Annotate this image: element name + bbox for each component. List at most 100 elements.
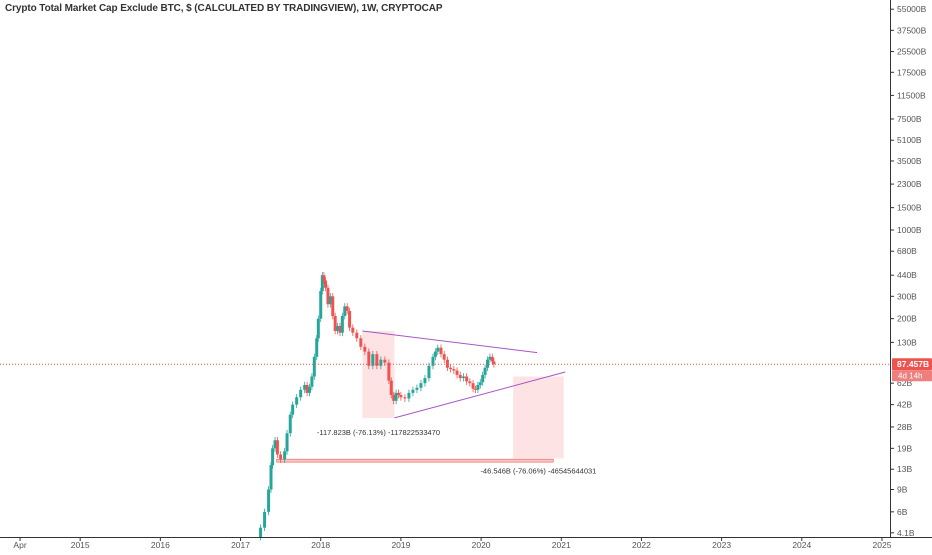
- candle-body: [488, 356, 492, 360]
- candle-body: [383, 359, 387, 363]
- candle-body: [481, 374, 485, 383]
- candle-body: [468, 381, 472, 384]
- y-tick-label: 17500B: [897, 67, 927, 77]
- candle-body: [326, 287, 330, 305]
- candle-body: [299, 389, 303, 398]
- candle-body: [399, 395, 403, 398]
- y-tick-label: 42B: [897, 400, 912, 410]
- candle-body: [269, 465, 273, 490]
- x-tick-label: 2020: [472, 540, 491, 550]
- y-tick-label: 7500B: [897, 114, 922, 124]
- candle-body: [324, 280, 328, 288]
- candle-body: [371, 354, 375, 366]
- countdown-tag: [892, 370, 932, 382]
- measure-box-2: [513, 376, 564, 459]
- candle-body: [312, 356, 316, 377]
- y-tick-label: 1500B: [897, 203, 922, 213]
- candle-body: [431, 356, 435, 366]
- candle-body: [345, 306, 349, 311]
- candle-body: [322, 275, 326, 281]
- candle-body: [407, 392, 411, 399]
- candle-body: [279, 454, 283, 460]
- x-tick-label: 2023: [712, 540, 731, 550]
- y-tick-label: 3500B: [897, 156, 922, 166]
- trend-line-2: [394, 371, 566, 419]
- candle-body: [336, 326, 340, 331]
- candle-body: [328, 296, 332, 305]
- candle-body: [396, 392, 400, 396]
- candle-body: [492, 361, 496, 365]
- x-tick-label: 2024: [792, 540, 811, 550]
- candle-body: [478, 382, 482, 385]
- candle-body: [394, 392, 398, 401]
- candle-body: [445, 359, 449, 368]
- candle-body: [367, 351, 371, 366]
- y-tick-label: 19B: [897, 443, 912, 453]
- x-tick-label: 2019: [391, 540, 410, 550]
- y-tick-label: 11500B: [897, 90, 926, 100]
- candle-body: [338, 326, 342, 333]
- trend-line-1: [362, 330, 538, 354]
- candle-body: [471, 383, 475, 389]
- annotation-labels: -117.823B (-76.13%) -117822533470 -46.546…: [317, 428, 596, 476]
- y-tick-label: 1000B: [897, 225, 922, 235]
- y-tick-label: 300B: [897, 291, 917, 301]
- candle-body: [320, 275, 324, 292]
- y-tick-label: 37500B: [897, 25, 927, 35]
- candle-body: [439, 347, 443, 355]
- y-tick-label: 200B: [897, 314, 917, 324]
- candle-body: [465, 376, 469, 382]
- candle-body: [490, 356, 494, 362]
- candle-body: [476, 384, 480, 390]
- candle-body: [263, 511, 267, 528]
- x-tick-label: 2016: [151, 540, 170, 550]
- y-tick-label: 130B: [897, 337, 917, 347]
- candle-body: [273, 440, 277, 449]
- candle-body: [283, 451, 287, 460]
- x-tick-label: 2022: [632, 540, 651, 550]
- y-tick-label: 440B: [897, 270, 917, 280]
- y-tick-label: 55000B: [897, 4, 927, 14]
- y-tick-label: 6B: [897, 507, 908, 517]
- price-series: [259, 271, 496, 541]
- candle-body: [333, 315, 337, 331]
- candle-body: [392, 395, 396, 401]
- measure-boxes: [276, 330, 564, 463]
- y-tick-label: 13B: [897, 464, 912, 474]
- y-tick-label: 9B: [897, 484, 908, 494]
- candle-body: [355, 332, 359, 339]
- candle-body: [419, 383, 423, 388]
- y-tick-label: 25500B: [897, 47, 927, 57]
- measure-label-1: -117.823B (-76.13%) -117822533470: [317, 428, 440, 437]
- candle-body: [319, 291, 323, 319]
- candle-body: [285, 433, 289, 452]
- candle-body: [310, 376, 314, 387]
- x-tick-label: 2021: [552, 540, 571, 550]
- candle-body: [271, 448, 275, 466]
- candle-body: [303, 384, 307, 390]
- measure-label-2: -46.546B (-76.06%) -46545644031: [480, 466, 596, 475]
- x-tick-label: 2018: [311, 540, 330, 550]
- x-tick-label: 2015: [71, 540, 90, 550]
- x-tick-label: 2025: [873, 540, 892, 550]
- support-zone: [276, 458, 554, 463]
- candle-body: [316, 318, 320, 339]
- candle-body: [288, 414, 292, 434]
- y-tick-label: 62B: [897, 378, 912, 388]
- current-price-label: 87.457B: [897, 359, 929, 369]
- x-tick-label: Apr: [13, 540, 26, 550]
- candle-body: [449, 367, 453, 370]
- x-tick-label: 2017: [231, 540, 250, 550]
- y-tick-label: 28B: [897, 422, 912, 432]
- candle-body: [259, 527, 263, 537]
- candle-body: [267, 489, 271, 512]
- current-price-tag: [892, 358, 932, 371]
- candle-body: [305, 384, 309, 393]
- candle-body: [452, 369, 456, 371]
- candle-body: [359, 338, 363, 347]
- candle-body: [348, 310, 352, 328]
- candle-body: [415, 387, 419, 390]
